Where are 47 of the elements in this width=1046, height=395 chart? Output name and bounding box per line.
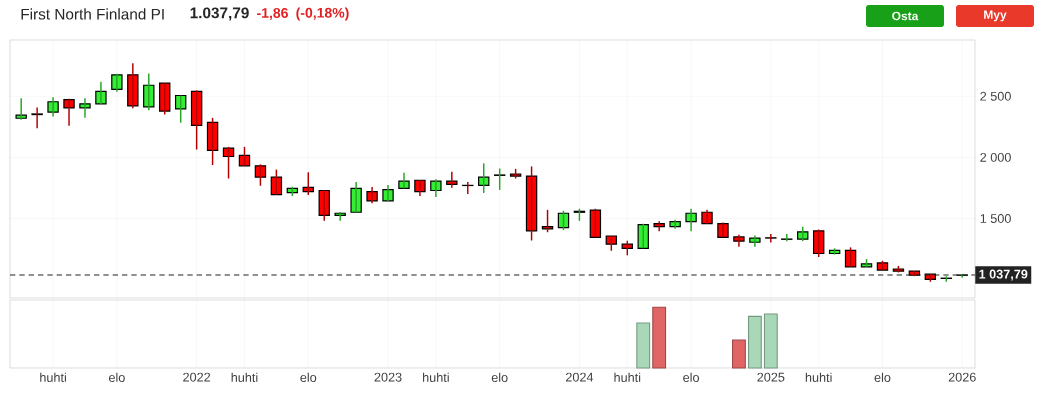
candlestick (111, 73, 123, 93)
x-tick-label: elo (491, 372, 508, 382)
candlestick (781, 233, 793, 242)
candlestick (717, 221, 729, 239)
x-tick-label: 2022 (183, 372, 211, 382)
candlestick (733, 233, 745, 248)
x-tick-label: huhti (231, 372, 258, 382)
bar (652, 306, 667, 369)
x-tick-label: 2024 (565, 372, 594, 382)
x-tick-label: elo (683, 372, 700, 382)
candlestick (254, 163, 267, 187)
candlestick (382, 184, 394, 202)
x-tick-label: huhti (805, 372, 832, 382)
candlestick (749, 234, 761, 248)
x-tick-label: huhti (40, 372, 66, 382)
y-tick-label: 2 000 (980, 152, 1011, 162)
candlestick (127, 62, 139, 110)
x-tick-label: elo (874, 372, 891, 382)
candlestick (174, 94, 187, 124)
candlestick (63, 97, 75, 127)
chart-title: First North Finland PI (21, 8, 164, 20)
candlestick (366, 186, 378, 204)
x-tick-label: 2026 (948, 372, 976, 382)
candlestick (47, 96, 59, 118)
bar (747, 315, 762, 369)
x-tick-label: 2023 (374, 372, 402, 382)
x-tick-label: huhti (423, 372, 449, 382)
x-tick-label: huhti (614, 372, 641, 382)
candlestick (844, 246, 857, 268)
ref-line-label: 1 037,79 (979, 269, 1028, 281)
bar (732, 339, 746, 369)
y-tick-label: 1 500 (980, 214, 1011, 223)
text: -1,86 (257, 8, 288, 20)
chart-subtitle: 1.037,79 (190, 7, 249, 21)
text: Myy (984, 10, 1007, 22)
candlestick (493, 167, 506, 191)
candlestick (31, 106, 43, 130)
x-tick-label: elo (300, 372, 317, 382)
text: (-0,18%) (296, 7, 349, 21)
bar (763, 313, 778, 369)
candlestick (79, 97, 91, 119)
bar (636, 322, 651, 369)
candlestick (765, 233, 777, 244)
x-tick-label: elo (108, 372, 125, 382)
text: Osta (892, 11, 919, 21)
x-tick-label: 2025 (757, 372, 785, 382)
y-tick-label: 2 500 (980, 91, 1011, 101)
